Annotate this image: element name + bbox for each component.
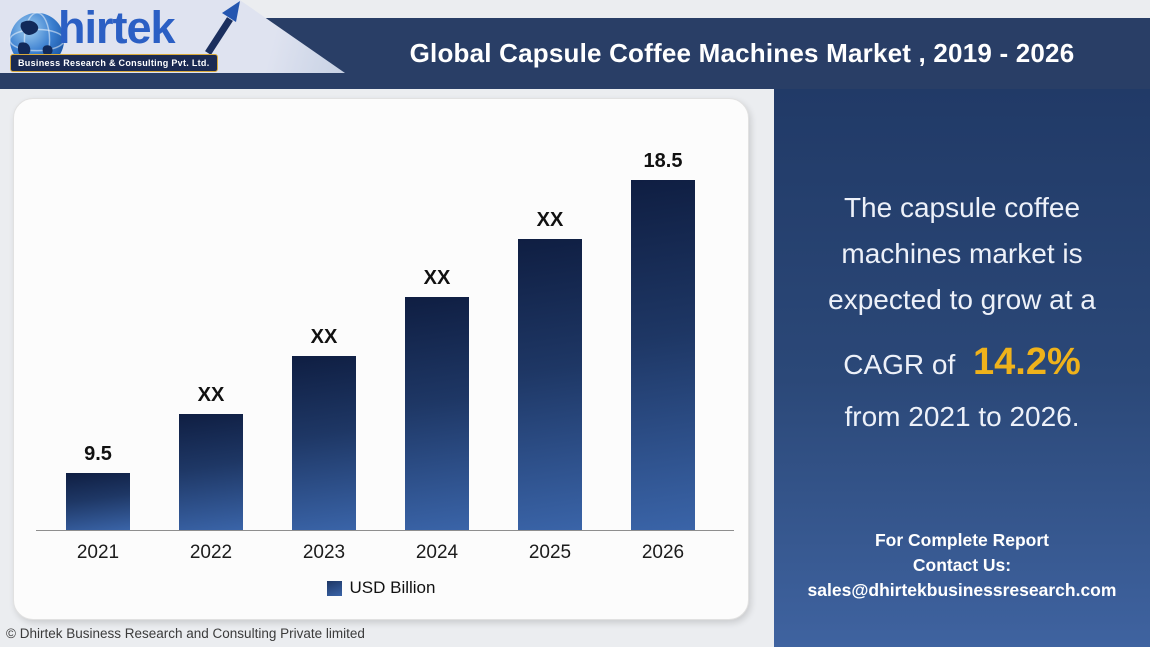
bar-chart: 9.5 XX XX XX XX 18.5 <box>66 99 695 530</box>
bar <box>518 239 582 530</box>
contact-heading: For Complete Report <box>874 530 1050 550</box>
x-axis-tick-label: 2021 <box>76 542 120 563</box>
bar-value-label: XX <box>197 384 225 406</box>
legend-swatch <box>326 580 342 596</box>
bar-value-label: XX <box>536 209 564 231</box>
bar-value-label: 18.5 <box>643 150 683 172</box>
cagr-value: 14.2% <box>973 341 1081 383</box>
x-axis-tick-label: 2025 <box>528 542 572 563</box>
contact-block: For Complete Report Contact Us: sales@dh… <box>774 528 1150 603</box>
cagr-line: CAGR of 14.2% <box>774 337 1150 390</box>
insight-panel: The capsule coffee machines market is ex… <box>774 89 1150 647</box>
contact-subheading: Contact Us: <box>912 555 1012 575</box>
globe-icon <box>9 12 65 68</box>
bar <box>179 414 243 530</box>
chart-card: 9.5 XX XX XX XX 18.5 2021 2022 2023 2024 2025 2026… <box>13 98 749 620</box>
bar <box>66 473 130 530</box>
bar <box>405 297 469 530</box>
legend-label: USD Billion <box>349 578 436 597</box>
x-axis-tick-label: 2026 <box>641 542 685 563</box>
bar <box>292 356 356 530</box>
bar-value-label: 9.5 <box>84 443 112 465</box>
copyright-text: © Dhirtek Business Research and Consulti… <box>6 626 365 641</box>
contact-email[interactable]: sales@dhirtekbusinessresearch.com <box>807 580 1117 600</box>
insight-line-1: The capsule coffee <box>843 192 1081 223</box>
logo-panel: hirtek Business Research & Consulting Pv… <box>0 0 345 73</box>
insight-line-3: expected to grow at a <box>828 284 1096 315</box>
legend: USD Billion <box>14 578 748 598</box>
bar-value-label: XX <box>310 326 338 348</box>
insight-line-2: machines market is <box>841 238 1083 269</box>
x-axis-tick-label: 2022 <box>189 542 233 563</box>
bar-column: XX <box>405 267 469 530</box>
x-axis-tick-label: 2024 <box>415 542 459 563</box>
insight-paragraph: The capsule coffee machines market is ex… <box>774 185 1150 323</box>
bar <box>631 180 695 530</box>
x-axis-line <box>36 530 734 531</box>
logo-tagline: Business Research & Consulting Pvt. Ltd. <box>10 54 218 72</box>
x-axis-tick-label: 2023 <box>302 542 346 563</box>
brand-wordmark: hirtek <box>58 2 176 53</box>
bar-column: 9.5 <box>66 443 130 530</box>
bar-value-label: XX <box>423 267 451 289</box>
bar-column: XX <box>518 209 582 530</box>
cagr-prefix: CAGR of <box>843 349 956 380</box>
insight-closing-line: from 2021 to 2026. <box>844 401 1080 432</box>
bar-column: XX <box>179 384 243 530</box>
brand-logo: hirtek Business Research & Consulting Pv… <box>8 1 258 73</box>
bar-column: 18.5 <box>631 150 695 530</box>
page-title: Global Capsule Coffee Machines Market , … <box>409 38 1075 68</box>
growth-arrow-icon <box>205 1 240 55</box>
bar-column: XX <box>292 326 356 530</box>
x-axis-labels: 2021 2022 2023 2024 2025 2026 <box>66 542 695 564</box>
